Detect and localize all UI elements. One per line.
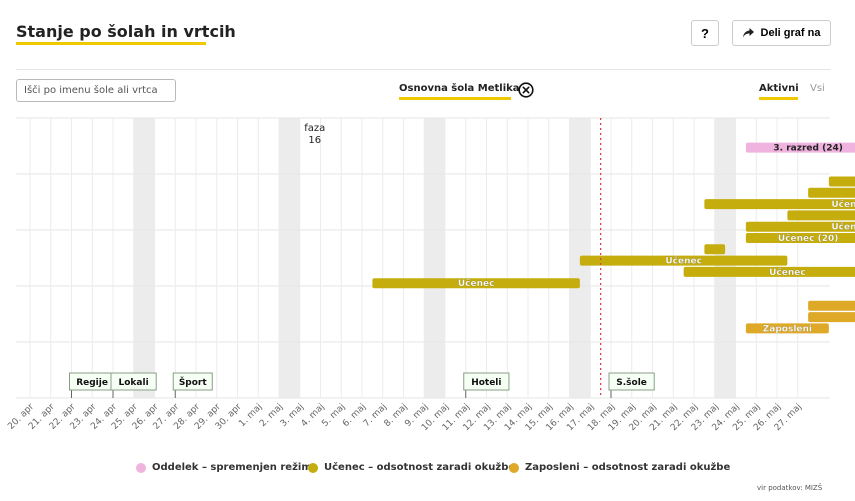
tab-all[interactable]: Vsi <box>810 83 825 94</box>
event-label-2: Šport <box>179 376 208 388</box>
bar-zaposleni-17 <box>808 312 855 323</box>
search-input[interactable] <box>16 79 176 102</box>
share-button[interactable]: Deli graf na <box>732 20 831 46</box>
weekend-band-2 <box>424 118 445 398</box>
legend-label-zaposleni: Zaposleni – odsotnost zaradi okužbe <box>525 462 731 473</box>
weekend-band-1 <box>279 118 300 398</box>
bar-label-14: Učenec <box>458 278 495 289</box>
event-box-1 <box>110 372 157 391</box>
page-title: Stanje po šolah in vrtcih <box>16 22 236 41</box>
bar-ucenec-7 <box>704 199 855 210</box>
event-box-3 <box>463 372 510 391</box>
bar-ucenec-14 <box>372 278 580 289</box>
event-label-4: S.šole <box>616 377 647 388</box>
bar-ucenec-12 <box>579 255 788 266</box>
legend-item-ucenec[interactable]: Učenec – odsotnost zaradi okužbe <box>308 462 515 473</box>
legend-item-zaposleni[interactable]: Zaposleni – odsotnost zaradi okužbe <box>509 462 730 473</box>
legend-item-oddelek[interactable]: Oddelek – spremenjen režim <box>136 462 312 473</box>
bar-label-18: Zaposleni <box>763 324 812 334</box>
bar-label-10: Učenec (20) <box>778 233 838 244</box>
title-underline <box>16 42 206 45</box>
bar-ucenec-11 <box>704 244 726 255</box>
share-button-label: Deli graf na <box>760 27 821 39</box>
phase-label: faza <box>304 123 325 134</box>
bar-ucenec-13 <box>683 266 855 277</box>
selected-school: Osnovna šola Metlika <box>399 83 520 94</box>
bar-ucenec-8 <box>787 210 855 221</box>
header-divider <box>16 69 831 70</box>
event-label-3: Hoteli <box>471 378 501 388</box>
legend-dot-ucenec <box>308 462 318 473</box>
help-button[interactable]: ? <box>691 20 719 46</box>
bar-label-13: Učenec <box>769 267 806 278</box>
event-box-2 <box>172 372 213 391</box>
event-label-0: Regije <box>76 378 108 388</box>
legend-label-ucenec: Učenec – odsotnost zaradi okužbe <box>324 462 516 473</box>
weekend-band-0 <box>133 118 155 398</box>
bar-label-2: 3. razred (24) <box>773 144 842 154</box>
legend-dot-zaposleni <box>509 462 519 473</box>
bar-ucenec-10 <box>745 233 855 243</box>
tab-active-underline <box>759 97 798 100</box>
bar-zaposleni-16 <box>808 300 855 311</box>
tab-active[interactable]: Aktivni <box>759 83 799 94</box>
bar-ucenec-9 <box>745 221 855 232</box>
bar-label-12: Učenec <box>665 256 702 267</box>
bar-oddelek-2 <box>745 142 855 153</box>
bar-zaposleni-18 <box>745 323 829 334</box>
bar-ucenec-6 <box>808 187 855 198</box>
bar-label-9: Učenec <box>831 222 855 233</box>
event-label-1: Lokali <box>119 378 149 388</box>
legend-label-oddelek: Oddelek – spremenjen režim <box>152 462 312 473</box>
phase-number: 16 <box>308 135 321 146</box>
bar-ucenec-5 <box>828 176 855 187</box>
data-source: vir podatkov: MIZŠ <box>757 484 823 492</box>
share-arrow-icon <box>742 28 754 38</box>
legend-dot-oddelek <box>136 462 146 473</box>
clear-selection-icon[interactable] <box>518 82 534 98</box>
bar-label-7: Učenec <box>831 199 855 210</box>
event-box-4 <box>608 372 655 391</box>
selected-school-underline <box>399 97 511 100</box>
